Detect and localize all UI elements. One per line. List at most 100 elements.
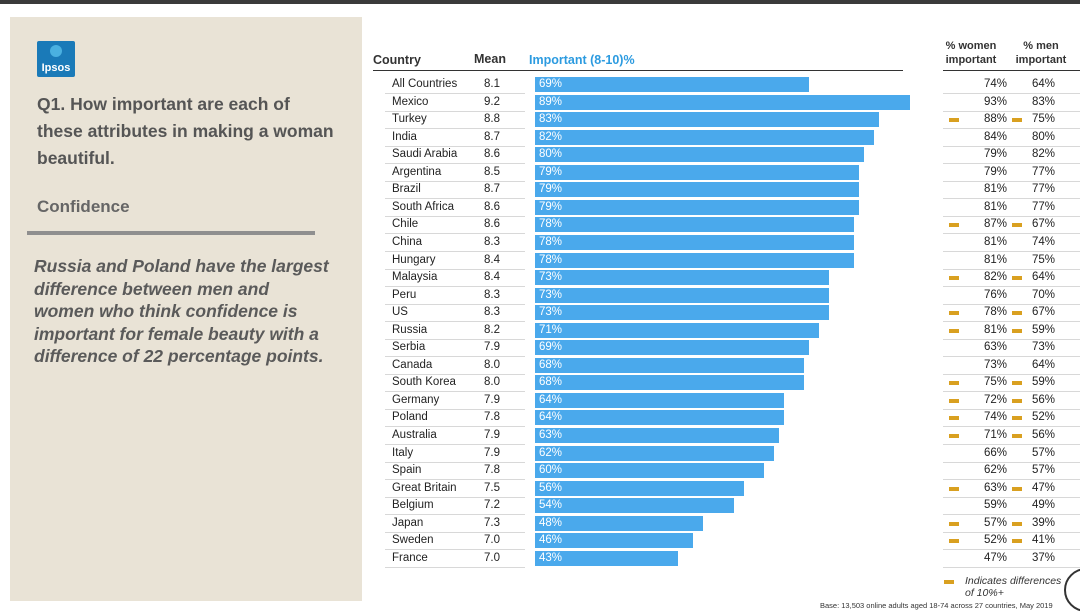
difference-marker-icon — [949, 416, 959, 421]
important-bar: 71% — [535, 322, 820, 338]
row-divider — [385, 250, 525, 252]
logo-mark-icon — [50, 45, 62, 57]
table-row: Argentina 8.5 79% 79% 77% — [385, 164, 1080, 182]
table-row: Russia 8.2 71% 81% 59% — [385, 322, 1080, 340]
topic-title: Confidence — [37, 197, 130, 216]
row-divider-right — [943, 373, 1080, 375]
row-divider-right — [943, 233, 1080, 235]
men-value: 82% — [1032, 148, 1056, 161]
table-row: Malaysia 8.4 73% 82% 64% — [385, 269, 1080, 288]
row-divider — [385, 479, 525, 481]
mean-value: 8.3 — [484, 288, 500, 301]
table-row: Spain 7.8 60% 62% 57% — [385, 462, 1080, 481]
difference-marker-icon — [1012, 486, 1022, 491]
important-bar: 46% — [535, 533, 694, 549]
country-label: India — [392, 130, 417, 143]
header-men-line1: % men — [1023, 40, 1059, 52]
row-divider — [385, 145, 525, 147]
men-value: 64% — [1032, 271, 1056, 284]
mean-value: 8.6 — [484, 148, 500, 161]
mean-value: 8.3 — [484, 235, 500, 248]
row-divider-right — [943, 303, 1080, 305]
row-divider-right — [943, 391, 1080, 393]
important-bar: 62% — [535, 445, 774, 461]
row-divider — [385, 444, 525, 445]
legend-text: Indicates differences of 10%+ — [965, 575, 1061, 599]
men-value: 57% — [1032, 464, 1056, 477]
difference-marker-icon — [1012, 539, 1022, 544]
mean-value: 8.6 — [484, 218, 500, 231]
panel-divider — [27, 231, 315, 235]
country-label: Great Britain — [392, 481, 457, 494]
row-divider-right — [943, 145, 1080, 147]
row-divider — [385, 110, 525, 112]
row-divider — [385, 128, 525, 130]
men-value: 75% — [1032, 253, 1056, 266]
mean-value: 8.7 — [484, 183, 500, 196]
table-row: Canada 8.0 68% 73% 64% — [385, 357, 1080, 375]
bar-value-label: 56% — [539, 481, 563, 494]
bar-value-label: 68% — [539, 358, 563, 371]
row-divider-right — [943, 180, 1080, 182]
bar-value-label: 62% — [539, 446, 563, 459]
men-value: 83% — [1032, 95, 1056, 108]
row-divider-right — [943, 286, 1080, 288]
mean-value: 8.7 — [484, 130, 500, 143]
ipsos-logo: Ipsos — [37, 41, 75, 77]
important-bar: 78% — [535, 217, 855, 233]
row-divider — [385, 303, 525, 305]
difference-marker-icon — [949, 539, 959, 544]
women-value: 74% — [984, 411, 1008, 424]
table-row: Mexico 9.2 89% 93% 83% — [385, 94, 1080, 112]
difference-marker-icon — [949, 434, 959, 438]
women-value: 76% — [984, 288, 1008, 301]
mean-value: 7.5 — [484, 481, 500, 494]
row-divider — [385, 268, 525, 270]
table-row: Turkey 8.8 83% 88% 75% — [385, 111, 1080, 130]
men-value: 59% — [1032, 376, 1056, 389]
men-value: 49% — [1032, 499, 1056, 512]
women-value: 81% — [984, 200, 1008, 213]
country-label: US — [392, 306, 408, 319]
men-value: 64% — [1032, 78, 1056, 90]
bar-value-label: 46% — [539, 534, 563, 547]
bar-value-label: 63% — [539, 429, 563, 441]
difference-marker-icon — [1012, 328, 1022, 333]
women-value: 88% — [984, 113, 1008, 126]
row-divider — [385, 286, 525, 288]
mean-value: 7.0 — [484, 534, 500, 547]
difference-marker-icon — [1012, 398, 1022, 403]
bar-value-label: 83% — [539, 113, 563, 126]
important-bar: 78% — [535, 252, 855, 268]
row-divider-right — [943, 250, 1080, 252]
row-divider-right — [943, 426, 1080, 428]
country-label: France — [392, 551, 428, 564]
mean-value: 7.3 — [484, 516, 500, 529]
row-divider — [385, 180, 525, 182]
men-value: 56% — [1032, 429, 1056, 441]
bar-value-label: 64% — [539, 393, 563, 406]
row-divider-right — [943, 338, 1080, 340]
men-value: 77% — [1032, 200, 1056, 213]
table-row: Peru 8.3 73% 76% 70% — [385, 287, 1080, 305]
important-bar: 68% — [535, 375, 805, 391]
difference-marker-icon — [1012, 311, 1022, 316]
finding-text: Russia and Poland have the largest diffe… — [34, 256, 329, 366]
row-divider — [385, 566, 525, 568]
difference-marker-icon — [1012, 118, 1022, 123]
difference-marker-icon — [949, 486, 959, 491]
women-value: 71% — [984, 429, 1008, 441]
important-bar: 82% — [535, 129, 875, 145]
women-value: 73% — [984, 358, 1008, 371]
difference-marker-icon — [1012, 434, 1022, 438]
row-divider — [385, 198, 525, 200]
legend-line2: of 10%+ — [965, 587, 1004, 599]
bar-value-label: 73% — [539, 306, 563, 319]
mean-value: 8.4 — [484, 253, 500, 266]
bar-value-label: 80% — [539, 148, 563, 161]
row-divider-right — [943, 496, 1080, 498]
important-bar: 56% — [535, 480, 744, 496]
bar-value-label: 79% — [539, 183, 563, 196]
table-row: South Africa 8.6 79% 81% 77% — [385, 199, 1080, 217]
table-row: Italy 7.9 62% 66% 57% — [385, 445, 1080, 463]
